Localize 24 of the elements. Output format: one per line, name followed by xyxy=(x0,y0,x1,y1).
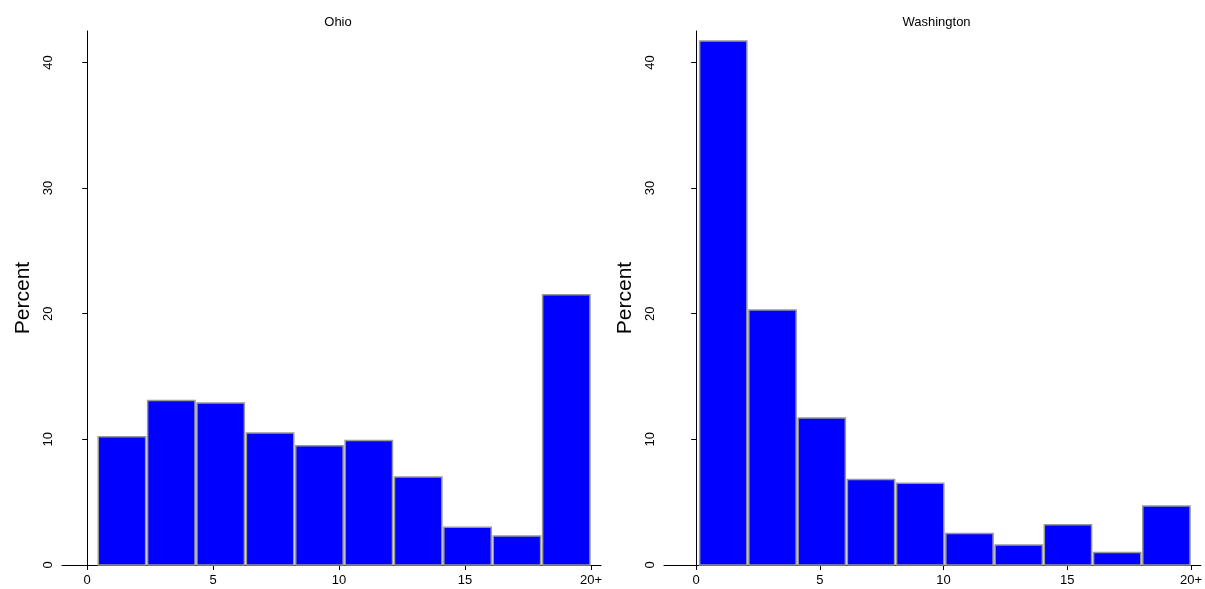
y-tick-label: 0 xyxy=(40,561,55,569)
y-tick-label: 0 xyxy=(642,561,657,569)
x-tick-label: 10 xyxy=(936,572,951,587)
y-tick-label: 30 xyxy=(642,180,657,196)
y-tick-label: 40 xyxy=(642,55,657,70)
x-tick-label: 20+ xyxy=(1180,572,1203,587)
x-tick-label: 20+ xyxy=(579,572,603,587)
y-tick-label: 30 xyxy=(40,180,55,196)
y-tick-label: 10 xyxy=(40,432,55,447)
x-tick-label: 15 xyxy=(457,572,473,587)
chart-title: Ohio xyxy=(324,14,352,29)
x-tick-label: 5 xyxy=(209,572,217,587)
x-tick-label: 0 xyxy=(83,572,91,587)
x-tick-label: 15 xyxy=(1060,572,1075,587)
x-tick-label: 0 xyxy=(692,572,700,587)
x-tick-label: 10 xyxy=(331,572,347,587)
y-tick-label: 40 xyxy=(40,55,55,70)
y-tick-label: 20 xyxy=(40,306,55,321)
y-tick-label: 20 xyxy=(642,306,657,321)
y-tick-label: 10 xyxy=(642,432,657,447)
y-axis-title: Percent xyxy=(10,261,33,335)
chart-title: Washington xyxy=(902,14,971,29)
y-axis-title: Percent xyxy=(612,261,635,335)
x-tick-label: 5 xyxy=(816,572,824,587)
